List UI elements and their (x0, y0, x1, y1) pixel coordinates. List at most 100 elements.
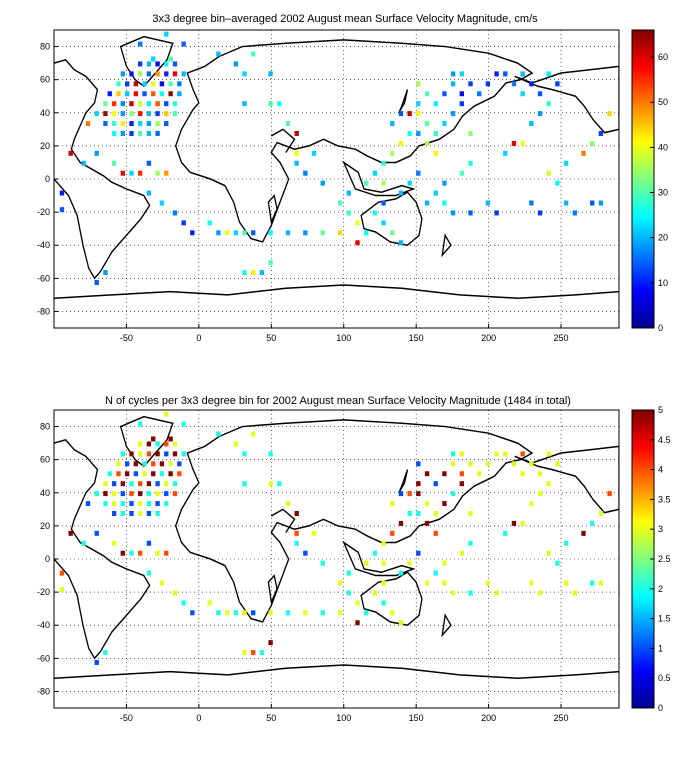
data-cell (111, 111, 117, 117)
data-cell (146, 121, 152, 127)
data-cell (529, 501, 534, 507)
data-cell (164, 170, 169, 176)
data-cell (364, 610, 369, 616)
cycles-panel: N of cycles per 3x3 degree bin for 2002 … (37, 395, 671, 723)
data-cell (433, 570, 438, 576)
data-cell (268, 101, 273, 107)
data-cell (398, 620, 404, 626)
data-cell (138, 71, 143, 77)
colorbar-tick-label: 0 (658, 703, 663, 713)
data-cell (251, 51, 256, 57)
data-cell (468, 210, 473, 216)
data-cell (398, 140, 404, 146)
data-cell (107, 91, 112, 97)
data-cell (124, 81, 130, 87)
data-cell (146, 190, 152, 196)
data-cell (172, 590, 178, 596)
colorbar-tick-label: 5 (658, 405, 663, 415)
data-cell (424, 91, 430, 97)
data-cell (103, 481, 108, 487)
data-cell (94, 491, 99, 497)
data-cell (390, 530, 395, 536)
data-cell (242, 230, 247, 236)
data-cell (416, 491, 421, 497)
velocity-panel: 3x3 degree bin–averaged 2002 August mean… (37, 13, 668, 343)
data-cell (398, 111, 404, 117)
data-cell (364, 230, 369, 236)
grid-lines (54, 410, 619, 708)
data-cell (555, 560, 560, 566)
data-cell (424, 140, 430, 146)
data-cell (511, 520, 517, 526)
data-cell (294, 160, 299, 166)
data-cell (537, 471, 543, 477)
data-cell (120, 501, 125, 507)
data-cell (224, 230, 230, 236)
data-cell (133, 461, 139, 467)
data-cell (216, 51, 221, 57)
colorbar-tick-label: 3.5 (658, 494, 671, 504)
data-cell (146, 61, 152, 67)
data-cell (155, 501, 160, 507)
data-cell (355, 240, 360, 246)
data-cell (346, 570, 351, 576)
data-cell (159, 461, 165, 467)
data-cell (164, 61, 169, 67)
data-cell (251, 230, 256, 236)
data-cell (320, 230, 325, 236)
data-cell (207, 220, 212, 226)
data-cell (390, 150, 395, 156)
y-tick-label: 0 (45, 174, 50, 184)
data-cell (537, 111, 543, 117)
data-cell (294, 510, 299, 516)
data-cell (181, 220, 186, 226)
data-cell (164, 121, 169, 127)
data-cell (81, 160, 86, 166)
data-cell (181, 71, 186, 77)
data-cell (242, 481, 247, 487)
data-cell (159, 81, 165, 87)
data-cell (111, 481, 117, 487)
data-cell (494, 71, 499, 77)
data-cell (442, 91, 447, 97)
data-cell (485, 461, 491, 467)
data-cell (111, 101, 117, 107)
data-cell (468, 461, 473, 467)
data-cell (320, 560, 325, 566)
data-cell (129, 71, 134, 77)
colorbar-tick-label: 1.5 (658, 614, 671, 624)
data-cell (468, 81, 473, 87)
data-cell (294, 130, 299, 136)
data-cell (155, 481, 160, 487)
data-cell (563, 200, 569, 206)
data-cell (459, 71, 464, 77)
data-cell (433, 190, 438, 196)
data-cell (177, 81, 182, 87)
data-cell (459, 481, 464, 487)
data-cell (468, 130, 473, 136)
x-tick-label: 150 (409, 333, 424, 343)
data-cell (346, 590, 351, 596)
colorbar-tick-label: 0.5 (658, 673, 671, 683)
data-cell (590, 140, 595, 146)
data-cell (68, 530, 73, 536)
data-cell (172, 451, 178, 457)
data-cell (116, 91, 121, 97)
data-cell (242, 101, 247, 107)
data-cell (181, 451, 186, 457)
data-cell (346, 210, 351, 216)
data-cell (242, 270, 247, 276)
data-cell (59, 207, 65, 213)
data-cell (424, 501, 430, 507)
colorbar-tick-label: 4 (658, 465, 663, 475)
colorbar-tick-label: 2 (658, 584, 663, 594)
data-cell (224, 610, 230, 616)
data-cell (138, 61, 143, 67)
data-cell (529, 461, 534, 467)
data-cell (120, 101, 125, 107)
data-cell (172, 101, 178, 107)
data-cell (259, 270, 265, 276)
data-cell (129, 550, 134, 556)
data-cell (503, 451, 508, 457)
data-cell (111, 121, 117, 127)
